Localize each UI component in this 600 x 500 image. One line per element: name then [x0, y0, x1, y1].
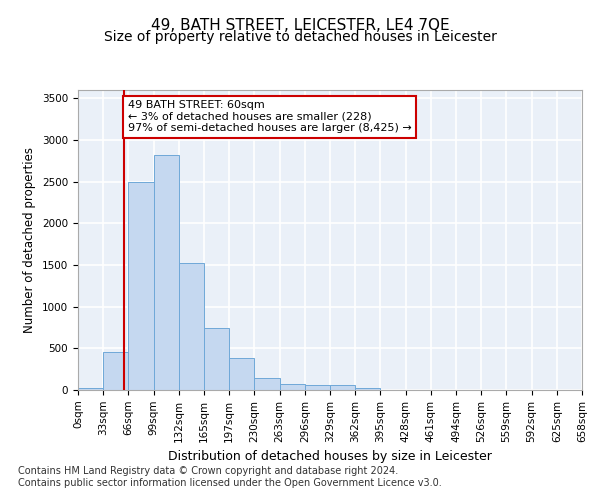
X-axis label: Distribution of detached houses by size in Leicester: Distribution of detached houses by size …	[168, 450, 492, 463]
Bar	[154, 155, 179, 390]
Bar	[229, 358, 254, 390]
Bar	[330, 386, 355, 390]
Bar	[280, 384, 305, 390]
Bar	[305, 386, 330, 390]
Bar	[128, 182, 154, 390]
Bar	[254, 378, 280, 390]
Text: 49, BATH STREET, LEICESTER, LE4 7QE: 49, BATH STREET, LEICESTER, LE4 7QE	[151, 18, 449, 32]
Bar	[355, 388, 380, 390]
Y-axis label: Number of detached properties: Number of detached properties	[23, 147, 37, 333]
Bar	[179, 264, 204, 390]
Bar	[78, 388, 103, 390]
Text: Contains HM Land Registry data © Crown copyright and database right 2024.
Contai: Contains HM Land Registry data © Crown c…	[18, 466, 442, 487]
Text: Size of property relative to detached houses in Leicester: Size of property relative to detached ho…	[104, 30, 496, 44]
Bar	[204, 328, 229, 390]
Text: 49 BATH STREET: 60sqm
← 3% of detached houses are smaller (228)
97% of semi-deta: 49 BATH STREET: 60sqm ← 3% of detached h…	[128, 100, 412, 133]
Bar	[103, 352, 128, 390]
